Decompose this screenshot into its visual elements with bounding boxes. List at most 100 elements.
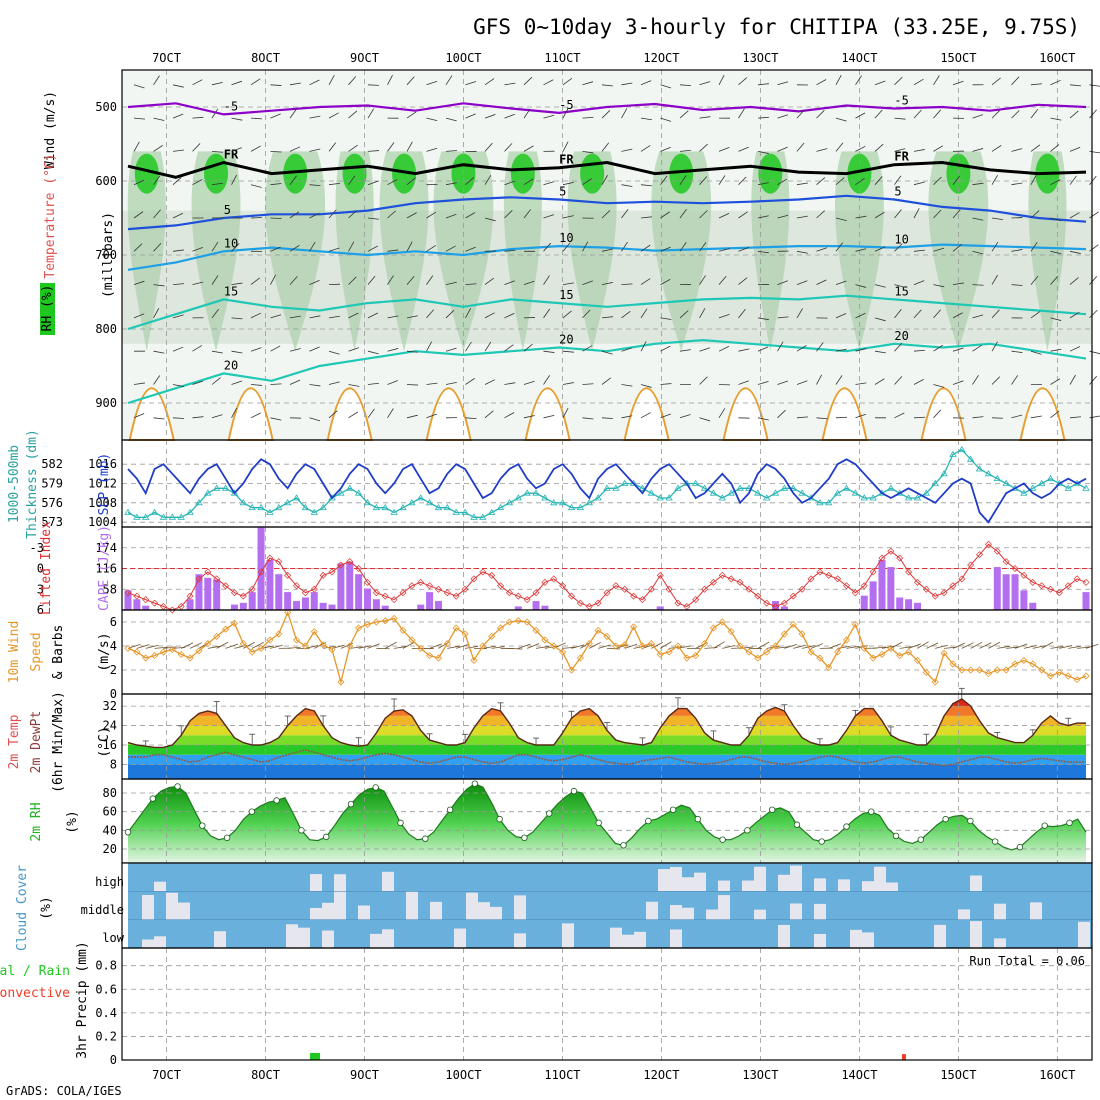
lifted-index-marker — [372, 589, 380, 597]
upper-wind-barb — [991, 110, 1001, 119]
wind-tick-label: 6 — [110, 615, 117, 629]
upper-wind-barb — [270, 383, 282, 385]
cloud-cover-bar — [142, 939, 154, 948]
upper-wind-barb — [250, 347, 262, 352]
upper-wind-barb — [601, 316, 613, 319]
surface-wind-barb — [491, 646, 505, 649]
upper-wind-barb — [562, 282, 574, 285]
surface-wind-barb — [269, 644, 283, 649]
surface-wind-barb — [784, 643, 797, 649]
surface-wind-barb — [145, 644, 159, 649]
x-tick-label-top: 15OCT — [940, 51, 976, 65]
upper-wind-barb — [933, 176, 942, 185]
lifted-index-marker — [807, 575, 815, 583]
upper-wind-barb — [582, 309, 591, 319]
upper-wind-barb — [328, 112, 339, 119]
rh-marker — [917, 836, 925, 843]
upper-wind-barb — [289, 379, 301, 385]
lifted-index-marker — [275, 558, 283, 566]
upper-wind-barb — [406, 141, 413, 152]
upper-wind-barb — [211, 81, 223, 86]
thickness-marker — [594, 494, 602, 501]
upper-wind-barb — [894, 209, 902, 219]
upper-wind-barb — [601, 377, 611, 385]
upper-wind-barb — [250, 384, 262, 386]
cloud-cover-bar — [634, 931, 646, 948]
wind-speed-marker — [798, 630, 806, 638]
lifted-index-marker — [248, 585, 256, 593]
surface-wind-barb — [305, 645, 319, 649]
cloud-cover-bar — [514, 933, 526, 948]
upper-wind-barb — [1069, 416, 1081, 419]
wind-speed-marker — [576, 654, 584, 662]
upper-wind-barb — [465, 417, 477, 420]
wind-speed-marker — [842, 636, 851, 644]
upper-wind-barb — [445, 347, 457, 352]
thickness-marker — [461, 508, 469, 515]
upper-wind-barb — [523, 76, 533, 86]
upper-wind-barb — [757, 380, 769, 385]
cape-bar — [301, 597, 309, 610]
temp-tick-label: 16 — [103, 738, 117, 752]
wind-speed-marker — [177, 650, 185, 658]
upper-wind-barb — [543, 308, 551, 319]
upper-wind-barb — [543, 181, 555, 186]
lifted-index-marker — [878, 554, 886, 562]
cape-bar — [417, 604, 425, 610]
lifted-index-marker — [195, 575, 203, 583]
upper-wind-barb — [991, 274, 998, 285]
upper-wind-barb — [738, 380, 749, 385]
upper-wind-barb — [133, 313, 145, 319]
warm-surface-contour — [227, 387, 274, 441]
upper-wind-barb — [1030, 210, 1040, 219]
upper-wind-barb — [387, 179, 398, 186]
thickness-marker — [700, 484, 709, 491]
upper-wind-barb — [1050, 217, 1062, 222]
cloud-cover-bar — [142, 894, 154, 920]
upper-wind-barb — [991, 175, 998, 185]
thickness-marker — [727, 489, 735, 496]
thickness-marker — [1020, 489, 1028, 496]
upper-wind-barb — [562, 350, 574, 353]
rh-core — [758, 153, 783, 194]
wind-speed-marker — [567, 666, 576, 674]
lifted-index-marker — [470, 575, 478, 583]
upper-wind-barb — [192, 416, 204, 419]
upper-wind-barb — [484, 142, 493, 152]
precip-tick-label: 0 — [110, 1053, 117, 1067]
wind-speed-marker — [488, 632, 496, 640]
barbs-axis-title: & Barbs — [51, 625, 66, 680]
upper-wind-barb — [172, 249, 184, 252]
surface-wind-barb — [997, 645, 1011, 649]
upper-wind-barb — [250, 184, 262, 188]
wind-speed-marker — [1064, 672, 1072, 680]
rh-legend-swatch — [40, 283, 55, 335]
thickness-marker — [390, 508, 398, 515]
cloud-cover-bar — [322, 930, 334, 948]
cape-bar — [860, 595, 868, 610]
cloud-cover-bar — [814, 933, 826, 948]
cloud-cover-bar — [1030, 902, 1042, 920]
thickness-marker — [470, 513, 478, 520]
upper-wind-barb — [543, 350, 555, 353]
lifted-index-marker — [789, 592, 797, 600]
cloud-cover-bar — [466, 892, 478, 920]
upper-wind-barb — [465, 212, 476, 219]
upper-wind-barb — [777, 178, 788, 186]
cloud-cover-bar — [430, 901, 442, 920]
upper-wind-barb — [835, 242, 844, 252]
thickness-marker — [496, 503, 505, 511]
upper-wind-barb — [621, 82, 633, 86]
cape-lifted-index-panel: 174 116 58 -3 0 3 6 — [30, 526, 1093, 617]
wind-speed-marker — [142, 654, 150, 662]
upper-wind-barb — [1011, 375, 1019, 385]
upper-wind-barb — [445, 245, 456, 252]
upper-wind-barb — [621, 415, 633, 419]
upper-wind-barb — [972, 250, 984, 255]
thickness-marker — [762, 494, 771, 501]
upper-wind-barb — [913, 181, 925, 186]
x-tick-label-top: 14OCT — [841, 51, 877, 65]
upper-wind-barb — [757, 116, 769, 119]
upper-wind-barb — [367, 108, 375, 119]
cape-axis-labels: Lifted Index CAPE (J/kg) — [39, 521, 112, 615]
